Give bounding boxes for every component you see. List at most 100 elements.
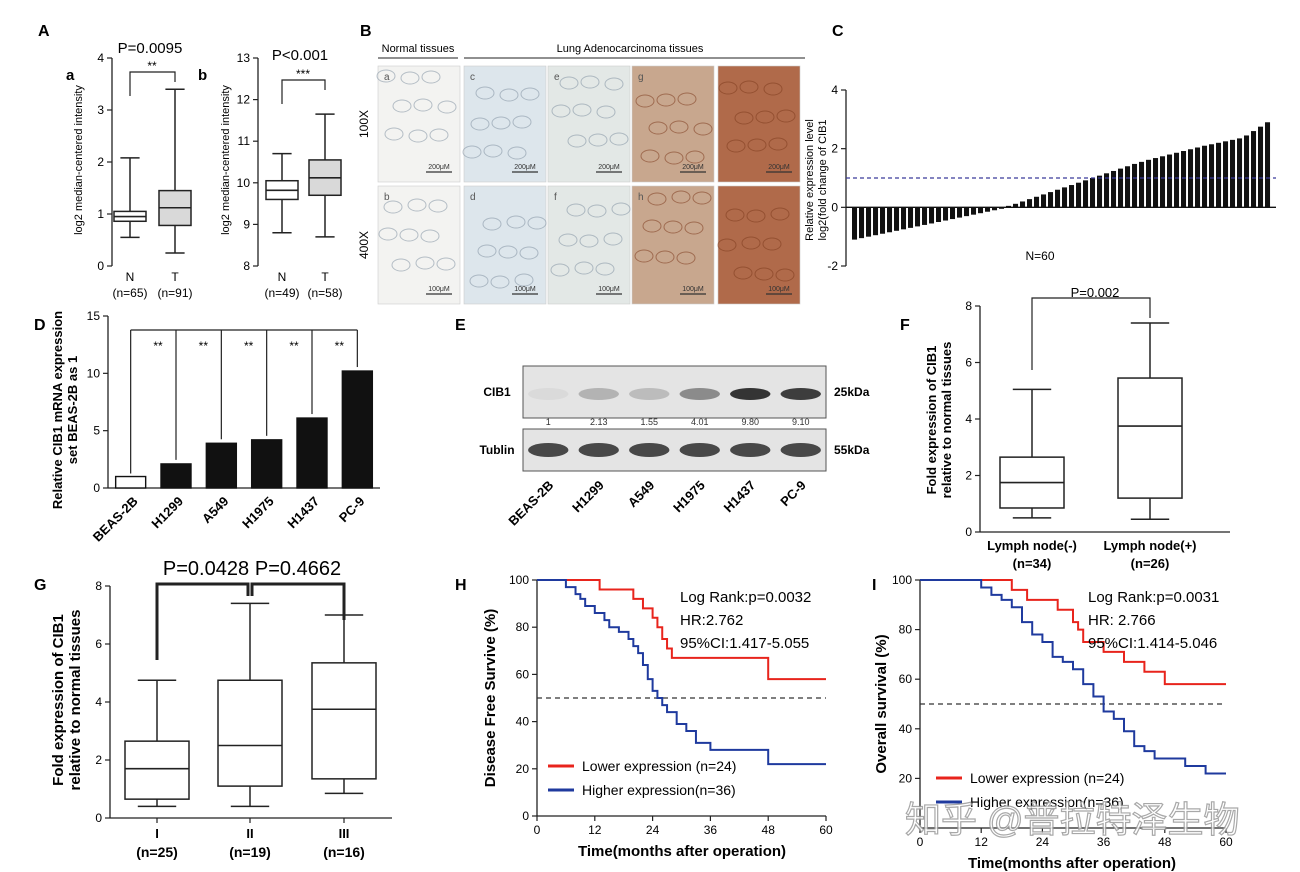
panel-B-tissue-texture [384,127,404,141]
panel-H-stat-text: HR:2.762 [680,612,743,629]
panel-H-x-tick-label: 48 [762,823,776,837]
panel-G-category-n: (n=25) [136,844,178,860]
panel-B-row-label: 400X [357,231,371,259]
panel-B-tissue-image [547,65,631,183]
panel-G-y-tick-label: 0 [95,811,102,825]
panel-H-y-tick-label: 100 [509,573,529,587]
panel-letter-F: F [900,317,910,334]
panel-B-tissue-texture [648,121,668,135]
panel-C-bar [1223,141,1229,208]
panel-D-bar [250,439,283,489]
panel-B-tissue-texture [725,208,745,222]
panel-C-y-tick-label: 2 [831,142,838,156]
panel-C-bar [1146,159,1152,208]
panel-B-tissue-texture [692,191,712,205]
panel-B-tissue-texture [378,227,398,241]
panel-A-a-pvalue: P=0.0095 [118,40,183,57]
panel-E-size-label: 25kDa [834,385,870,399]
panel-B-tissue-texture [755,110,775,124]
panel-B-tissue-texture [768,137,788,151]
panel-B-tissue-texture [640,149,660,163]
panel-C-bar [908,207,914,228]
panel-E-blot-strip [522,428,827,472]
panel-G-y-tick-label: 6 [95,637,102,651]
panel-A-a-category-label: T [171,270,179,284]
panel-G-group-box [217,679,283,787]
panel-B-tissue-image [631,65,715,183]
panel-B-tissue-texture [469,274,489,288]
panel-C-bar [1174,152,1180,208]
panel-C-bar [1125,166,1131,208]
panel-A-a-significance-stars: ** [147,59,157,73]
panel-E-quantification: 2.13 [590,417,608,427]
panel-B-tissue-texture [491,116,511,130]
panel-A-a-y-tick-label: 4 [97,51,104,65]
panel-D-significance-stars: ** [335,339,345,353]
panel-C-bar [985,207,991,212]
panel-C-bar [978,207,984,214]
panel-C-bar [957,207,963,218]
panel-F-y-tick-label: 0 [965,525,972,539]
panel-B-tissue-texture [415,256,435,270]
panel-B-tissue-texture [655,250,675,264]
panel-D-y-axis-label: Relative CIB1 mRNA expression [50,311,65,509]
panel-B-tissue-texture [770,207,790,221]
panel-B-tissue-texture [762,237,782,251]
panel-C-bar [901,207,907,230]
panel-C-y-tick-label: 4 [831,83,838,97]
panel-G-y-tick-label: 4 [95,695,102,709]
panel-A-b-sublabel: b [198,67,207,84]
panel-H-y-tick-label: 0 [522,809,529,823]
panel-B-tissue-texture [609,132,629,146]
panel-F-group-box [1117,377,1183,499]
panel-B-tissue-texture [588,133,608,147]
panel-C-bar [1027,199,1033,208]
panel-A-a-category-n: (n=91) [157,286,192,300]
panel-B-tissue-texture [596,105,616,119]
panel-A-a-category-label: N [126,270,135,284]
panel-C-bar [1048,192,1054,208]
panel-B-image-letter: e [554,72,560,83]
panel-B-scale-bar-label: 200μM [514,164,536,171]
panel-I-y-tick-label: 80 [899,623,913,637]
panel-C-bar [1209,144,1215,208]
panel-B-tissue-texture [519,246,539,260]
panel-A-b-category-n: (n=49) [264,286,299,300]
panel-A-b-boxplot: 8 9 10 11 12 13 log2 median-centered intensity… [198,47,343,300]
panel-H-x-tick-label: 0 [534,823,541,837]
panel-H-y-tick-label: 40 [516,715,530,729]
panel-A-b-y-tick-label: 11 [238,134,251,148]
panel-E-blot-strip [522,365,827,419]
panel-E-band [578,388,619,400]
panel-G-pvalue: P=0.4662 [255,558,341,580]
panel-E-quantification: 4.01 [691,417,709,427]
panel-B-tissue-texture [718,81,738,95]
panel-B-tissue-texture [437,100,457,114]
panel-B-image-letter: a [384,72,390,83]
panel-B-tissue-texture [462,145,482,159]
panel-H-x-axis-label: Time(months after operation) [578,843,786,860]
panel-E-band [629,443,670,457]
panel-B-tissue-image [631,185,715,305]
panel-C-y-tick-label: -2 [827,259,838,273]
panel-B-scale-bar-label: 100μM [514,286,536,293]
panel-F-y-axis-label: relative to normal tissues [939,342,954,499]
panel-letter-I: I [872,577,876,594]
panel-E-band [679,443,720,457]
panel-C-bar [894,207,900,231]
panel-E-band [578,443,619,457]
panel-H-x-tick-label: 24 [646,823,660,837]
panel-D-bar [160,463,192,489]
panel-B-tissue-texture [747,138,767,152]
panel-F-category-label: Lymph node(+) [1103,538,1196,553]
panel-A-b-pvalue: P<0.001 [272,47,328,64]
panel-B-tissue-texture [634,249,654,263]
panel-H-y-tick-label: 60 [516,667,530,681]
panel-D-bar [296,417,328,489]
panel-C-bar [1132,163,1138,208]
panel-F-category-n: (n=34) [1013,556,1052,571]
panel-A-a-y-tick-label: 0 [97,259,104,273]
panel-letter-B: B [360,23,372,40]
panel-A-a-category-n: (n=65) [112,286,147,300]
